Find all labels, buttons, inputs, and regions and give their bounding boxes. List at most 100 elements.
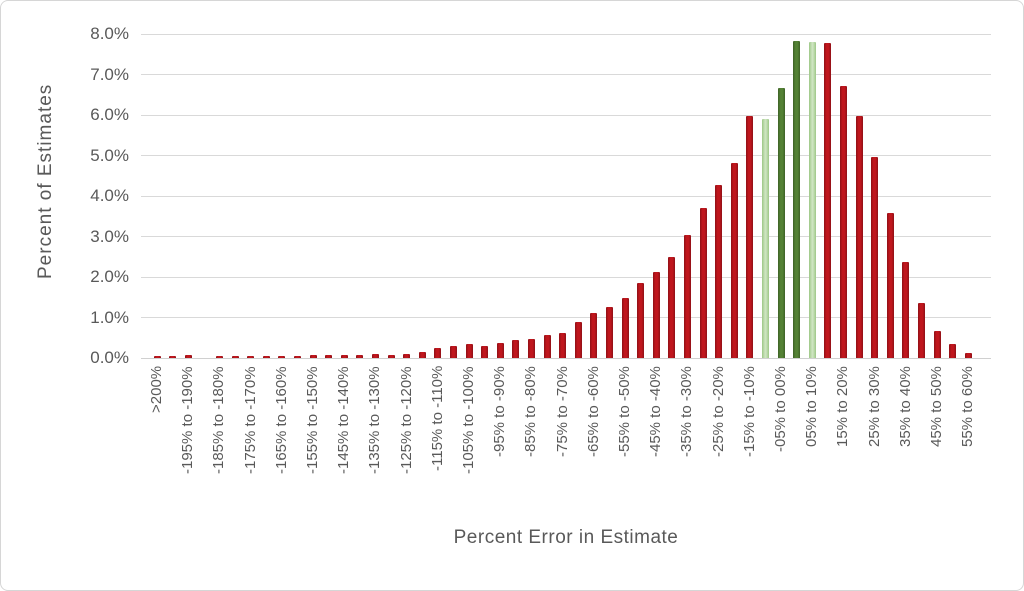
x-tick-label: -95% to -90% xyxy=(491,366,509,457)
histogram-bar xyxy=(169,355,177,358)
histogram-bar xyxy=(481,345,489,358)
x-tick-label: -05% to 00% xyxy=(772,366,789,452)
histogram-bar xyxy=(621,298,629,358)
histogram-bar xyxy=(683,234,691,358)
histogram-bar xyxy=(605,306,613,358)
x-tick-label: -165% to -160% xyxy=(272,366,290,474)
histogram-bar xyxy=(839,85,847,358)
gridline xyxy=(141,276,991,278)
histogram-bar xyxy=(886,213,894,358)
histogram-bar xyxy=(793,40,801,358)
x-tick-label: 55% to 60% xyxy=(959,366,977,447)
y-tick-label: 1.0% xyxy=(90,307,129,327)
histogram-bar xyxy=(449,345,457,358)
x-tick-label: 45% to 50% xyxy=(928,366,945,447)
histogram-bar xyxy=(387,354,395,358)
x-tick-label: -185% to -180% xyxy=(210,366,228,474)
histogram-bar xyxy=(200,357,208,358)
histogram-bar xyxy=(933,330,941,358)
histogram-bar xyxy=(512,340,520,358)
gridline xyxy=(141,195,991,197)
histogram-bar xyxy=(356,355,364,358)
x-tick-label: -75% to -70% xyxy=(553,366,571,457)
histogram-bar xyxy=(231,355,239,358)
x-tick-label: -135% to -130% xyxy=(366,366,384,474)
histogram-bar xyxy=(652,272,660,358)
histogram-bar xyxy=(278,355,286,358)
histogram-bar xyxy=(403,353,411,358)
x-tick-label: -195% to -190% xyxy=(179,366,197,474)
histogram-bar xyxy=(855,115,863,358)
gridline xyxy=(141,317,991,318)
x-tick-label: -145% to -140% xyxy=(335,366,353,474)
x-tick-label: -155% to -150% xyxy=(304,366,321,474)
x-axis-line xyxy=(141,357,991,359)
gridline xyxy=(141,74,991,75)
histogram-bar xyxy=(590,313,598,358)
gridline xyxy=(141,33,991,35)
histogram-bar xyxy=(527,338,535,358)
y-tick-label: 2.0% xyxy=(90,267,129,286)
y-tick-label: 7.0% xyxy=(90,64,129,84)
x-tick-label: -115% to -110% xyxy=(428,366,446,472)
histogram-bar xyxy=(434,347,442,358)
histogram-bar xyxy=(699,208,707,358)
x-tick-label: 35% to 40% xyxy=(896,366,914,447)
histogram-bar xyxy=(465,343,473,358)
x-tick-label: -15% to -10% xyxy=(740,366,758,457)
histogram-bar xyxy=(215,355,223,358)
gridline xyxy=(141,236,991,237)
histogram-bar xyxy=(293,355,301,358)
y-tick-label: 4.0% xyxy=(90,186,129,205)
histogram-bar xyxy=(964,353,972,358)
y-tick-label: 3.0% xyxy=(90,226,129,246)
histogram-bar xyxy=(761,119,769,358)
y-tick-label: 6.0% xyxy=(90,105,129,124)
histogram-bar xyxy=(808,42,816,358)
histogram-bar xyxy=(418,351,426,358)
histogram-bar xyxy=(668,256,676,358)
histogram-bar xyxy=(777,87,785,358)
x-tick-label: -25% to -20% xyxy=(709,366,727,457)
histogram-bar xyxy=(730,163,738,358)
x-tick-label: >200% xyxy=(148,366,165,414)
x-tick-label: -65% to -60% xyxy=(584,366,602,457)
y-tick-label: 5.0% xyxy=(90,145,129,165)
histogram-bar xyxy=(247,355,255,358)
histogram-bar xyxy=(715,185,723,358)
x-tick-label: -45% to -40% xyxy=(647,366,665,457)
histogram-bar xyxy=(184,355,192,358)
histogram-bar xyxy=(325,355,333,358)
x-tick-label: 05% to 10% xyxy=(803,366,821,447)
histogram-bar xyxy=(543,335,551,358)
histogram-bar xyxy=(559,332,567,358)
gridline xyxy=(141,114,991,116)
histogram-bar xyxy=(340,354,348,358)
histogram-bar xyxy=(824,42,832,358)
histogram-bar xyxy=(871,157,879,358)
x-tick-label: 15% to 20% xyxy=(834,366,852,447)
histogram-bar xyxy=(902,262,910,358)
histogram-bar xyxy=(371,354,379,358)
x-axis-title: Percent Error in Estimate xyxy=(453,527,679,548)
histogram-bar xyxy=(917,302,925,358)
x-tick-label: -55% to -50% xyxy=(616,366,633,457)
histogram-bar xyxy=(637,283,645,358)
gridline xyxy=(141,155,991,156)
histogram-bar xyxy=(309,355,317,358)
x-tick-label: -125% to -120% xyxy=(397,366,415,474)
histogram-bar xyxy=(153,355,161,358)
histogram-bar xyxy=(574,322,582,358)
histogram-bar xyxy=(262,355,270,358)
x-tick-label: 25% to 30% xyxy=(865,366,883,447)
histogram-bar xyxy=(746,115,754,358)
y-tick-label: 8.0% xyxy=(90,24,129,43)
x-tick-label: -175% to -170% xyxy=(241,366,259,474)
y-tick-label: 0.0% xyxy=(90,348,129,367)
x-tick-label: -35% to -30% xyxy=(678,366,696,457)
histogram-bar xyxy=(949,344,957,358)
x-tick-label: -85% to -80% xyxy=(522,366,540,457)
histogram-bar xyxy=(496,342,504,358)
x-tick-label: -105% to -100% xyxy=(460,366,477,474)
